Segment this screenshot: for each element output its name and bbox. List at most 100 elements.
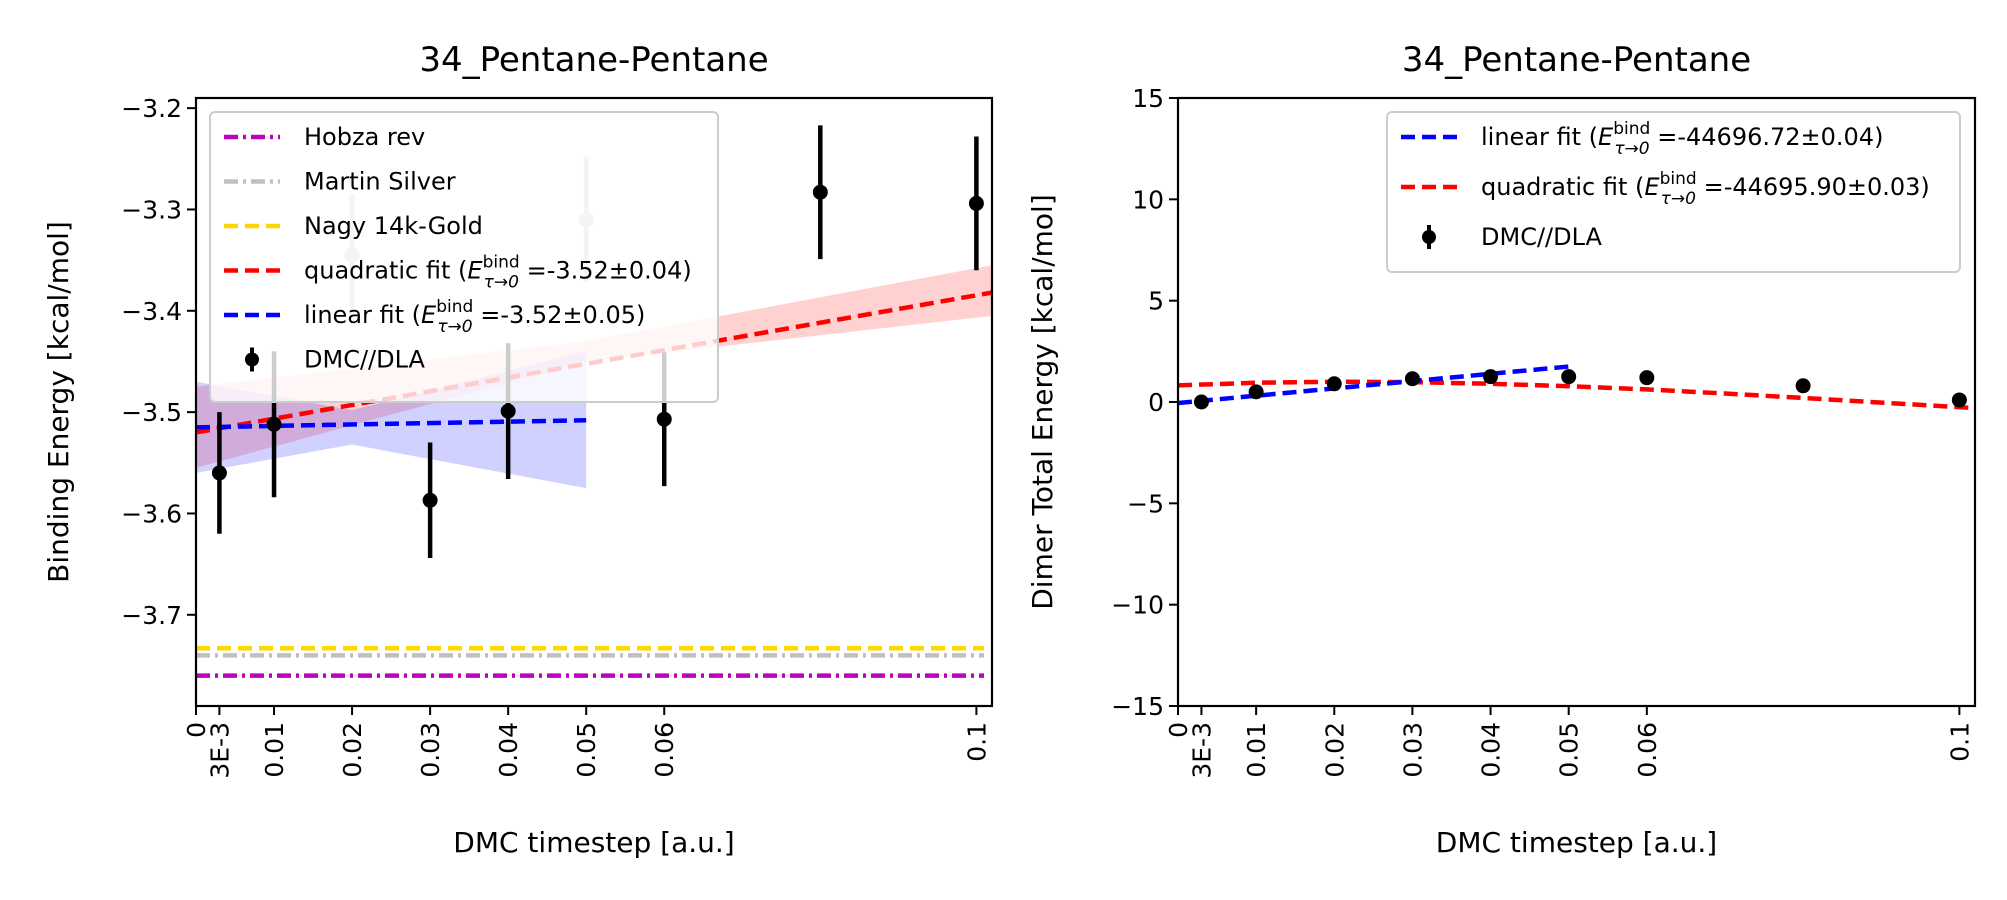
left-marker — [211, 465, 227, 481]
right-legend-label: quadratic fit (Ebind τ→0 =-44695.90±0.03) — [1481, 169, 1930, 209]
right-y-tick-label: 10 — [1132, 185, 1164, 214]
left-legend: Hobza rev Martin Silver Nagy 14k-Gold quadr… — [209, 111, 719, 403]
right-chart-title: 34_Pentane-Pentane — [1402, 40, 1751, 80]
legend-math-symbol: E — [467, 257, 483, 285]
right-marker — [1951, 392, 1967, 408]
right-y-tick-label: −5 — [1127, 489, 1164, 518]
left-legend-item: Hobza rev — [224, 123, 425, 151]
left-legend-label: Martin Silver — [304, 168, 456, 196]
right-y-axis-label: Dimer Total Energy [kcal/mol] — [1026, 194, 1059, 610]
right-y-tick-label: 15 — [1132, 84, 1164, 113]
left-quadratic-fit-band — [196, 265, 992, 468]
legend-label-text: linear fit ( — [1481, 123, 1598, 151]
legend-math-subscript: τ→0 — [437, 317, 472, 337]
left-legend-label: linear fit (Ebind τ→0 =-3.52±0.05) — [304, 297, 645, 337]
right-x-tick-label: 0.1 — [1945, 722, 1974, 762]
right-legend-label: linear fit (Ebind τ→0 =-44696.72±0.04) — [1481, 119, 1883, 159]
left-legend-item: Nagy 14k-Gold — [224, 212, 483, 240]
left-data-point — [422, 442, 438, 559]
right-legend-item: DMC//DLA — [1422, 223, 1603, 251]
left-legend-label: Hobza rev — [304, 123, 425, 151]
legend-label-tail: =-44695.90±0.03) — [1696, 173, 1930, 201]
right-marker — [1639, 370, 1655, 386]
left-y-tick-label: −3.6 — [121, 499, 182, 528]
right-data-point — [1404, 371, 1420, 387]
legend-label-tail: =-3.52±0.05) — [473, 301, 646, 329]
left-data-point — [968, 136, 984, 271]
legend-math-superscript: bind — [1613, 119, 1650, 139]
left-linear-fit-line — [196, 417, 587, 430]
right-legend-box — [1386, 111, 1961, 273]
left-marker — [266, 416, 282, 432]
left-chart-title: 34_Pentane-Pentane — [419, 40, 768, 80]
left-marker — [422, 492, 438, 508]
left-x-tick-label: 0.05 — [572, 722, 601, 778]
left-legend-item: DMC//DLA — [245, 346, 426, 374]
left-marker — [968, 195, 984, 211]
left-legend-label: quadratic fit (Ebind τ→0 =-3.52±0.04) — [304, 253, 692, 293]
right-marker — [1404, 371, 1420, 387]
left-legend-label: Nagy 14k-Gold — [304, 212, 483, 240]
right-marker — [1248, 384, 1264, 400]
left-legend-marker-icon — [245, 352, 259, 367]
right-linear-fit-line — [1178, 364, 1569, 406]
right-legend-item: linear fit (Ebind τ→0 =-44696.72±0.04) — [1401, 119, 1883, 159]
right-data-point — [1193, 394, 1209, 410]
right-data-point — [1561, 369, 1577, 385]
left-data-point — [211, 412, 227, 534]
legend-math-superscript: bind — [483, 253, 520, 273]
left-marker — [812, 184, 828, 200]
legend-label-text: Hobza rev — [304, 123, 425, 151]
left-y-tick-label: −3.4 — [121, 297, 182, 326]
right-data-point — [1795, 378, 1811, 394]
right-data-point — [1483, 369, 1499, 385]
left-data-point — [812, 125, 828, 260]
right-marker — [1795, 378, 1811, 394]
left-axes-frame — [194, 96, 994, 708]
legend-math-superscript: bind — [436, 297, 473, 317]
left-x-tick-label: 0.06 — [650, 722, 679, 778]
left-legend-item: quadratic fit (Ebind τ→0 =-3.52±0.04) — [224, 253, 692, 293]
right-marker — [1483, 369, 1499, 385]
right-x-tick-label: 3E-3 — [1187, 722, 1216, 779]
right-legend-marker-icon — [1422, 230, 1436, 244]
left-x-tick-label: 3E-3 — [205, 722, 234, 779]
legend-label-text: quadratic fit ( — [1481, 173, 1644, 201]
left-chart-panel: −3.7 −3.6 −3.5 −3.4 −3.3 −3.2 03E-3 0.01 0.02 0.0… — [42, 40, 994, 859]
right-data-point — [1326, 376, 1342, 392]
left-marker — [500, 403, 516, 419]
legend-math-subscript: τ→0 — [1614, 139, 1649, 159]
right-x-tick-label: 0.02 — [1320, 722, 1349, 778]
left-legend-item: linear fit (Ebind τ→0 =-3.52±0.05) — [224, 297, 645, 337]
left-x-tick-label: 0 — [182, 722, 211, 738]
left-y-tick-label: −3.3 — [121, 195, 182, 224]
left-x-tick-label: 0.04 — [494, 722, 523, 778]
right-data-point — [1951, 392, 1967, 408]
left-legend-box — [209, 111, 719, 403]
legend-math-symbol: E — [1644, 173, 1660, 201]
right-x-tick-label: 0.05 — [1555, 722, 1584, 778]
right-marker — [1193, 394, 1209, 410]
left-y-axis-label: Binding Energy [kcal/mol] — [42, 221, 75, 583]
legend-label-text: quadratic fit ( — [304, 257, 467, 285]
right-plot-area — [1178, 364, 1975, 411]
legend-math-symbol: E — [1598, 123, 1614, 151]
right-legend-label: DMC//DLA — [1481, 223, 1603, 251]
right-x-tick-label: 0.01 — [1242, 722, 1271, 778]
legend-label-text: DMC//DLA — [1481, 223, 1603, 251]
legend-math-subscript: τ→0 — [1661, 189, 1696, 209]
left-y-tick-label: −3.7 — [121, 601, 182, 630]
left-x-tick-label: 0.1 — [962, 722, 991, 762]
right-x-tick-label: 0 — [1164, 722, 1193, 738]
legend-label-text: linear fit ( — [304, 301, 421, 329]
right-x-tick-label: 0.03 — [1398, 722, 1427, 778]
right-y-tick-label: −15 — [1111, 692, 1164, 721]
left-x-tick-label: 0.03 — [416, 722, 445, 778]
left-y-tick-label: −3.2 — [121, 94, 182, 123]
right-quadratic-fit-line — [1178, 379, 1975, 411]
right-data-point — [1639, 370, 1655, 386]
legend-math-subscript: τ→0 — [484, 273, 519, 293]
left-marker — [656, 411, 672, 427]
right-data-point — [1248, 384, 1264, 400]
